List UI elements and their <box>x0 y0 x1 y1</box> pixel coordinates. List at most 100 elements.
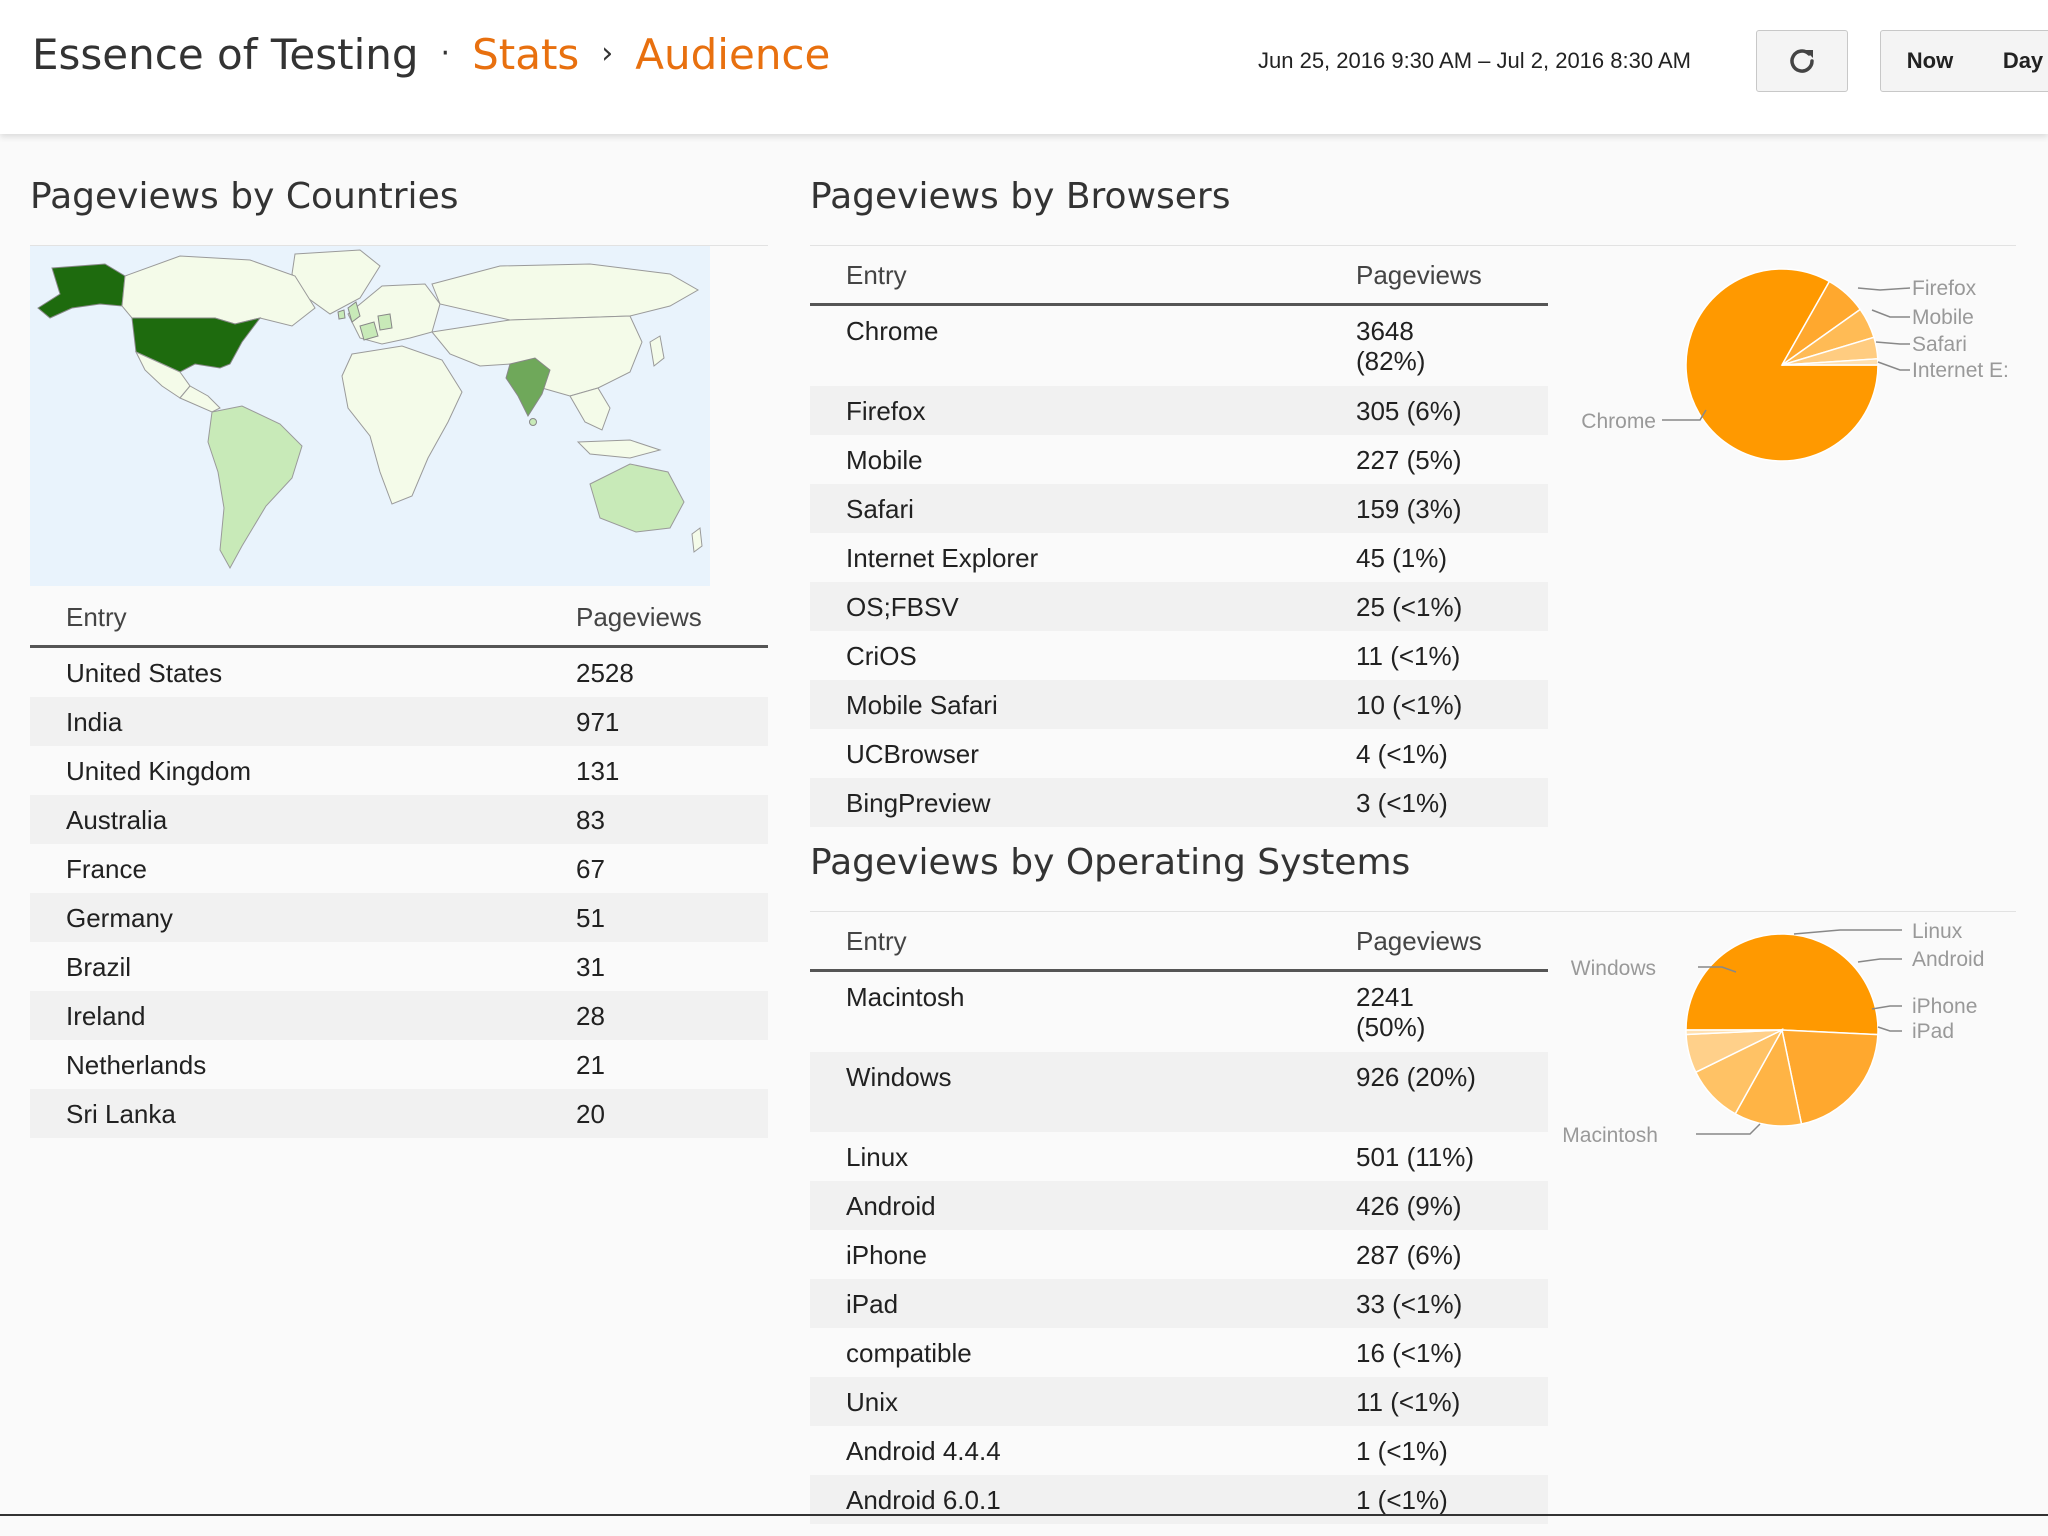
browsers-entry: CriOS <box>846 641 917 671</box>
os-pageviews: 33 (<1%) <box>1356 1289 1463 1319</box>
countries-col-pageviews[interactable]: Pageviews <box>576 589 768 648</box>
table-row: Netherlands 21 <box>30 1040 768 1089</box>
table-row: India 971 <box>30 697 768 746</box>
table-row: compatible 16 (<1%) <box>810 1328 1548 1377</box>
table-row: Internet Explorer 45 (1%) <box>810 533 1548 582</box>
breadcrumb-stats[interactable]: Stats <box>472 30 580 79</box>
pie-label: Macintosh <box>1562 1124 1658 1147</box>
table-row: Brazil 31 <box>30 942 768 991</box>
os-pageviews: 11 (<1%) <box>1356 1387 1461 1417</box>
table-row: iPhone 287 (6%) <box>810 1230 1548 1279</box>
os-title: Pageviews by Operating Systems <box>810 842 1411 883</box>
countries-entry: Ireland <box>66 1001 146 1031</box>
countries-entry: Australia <box>66 805 168 835</box>
countries-pageviews: 971 <box>576 707 620 737</box>
countries-pageviews: 28 <box>576 1001 605 1031</box>
pie-slice-internet-e-[interactable] <box>1781 358 1879 366</box>
pie-leader-line <box>1857 287 1911 291</box>
browsers-pageviews: 25 (<1%) <box>1356 592 1463 622</box>
refresh-button[interactable] <box>1756 30 1848 92</box>
browsers-entry: Chrome <box>846 316 939 346</box>
map-france <box>359 321 379 341</box>
os-pageviews: 501 (11%) <box>1356 1142 1475 1172</box>
pie-leader-line <box>1877 361 1910 371</box>
map-indonesia <box>576 439 662 459</box>
table-row: Chrome 3648 (82%) <box>810 304 1548 386</box>
os-pageviews: 926 (20%) <box>1356 1062 1476 1092</box>
pie-label: Firefox <box>1912 277 1977 300</box>
browsers-pie-chart[interactable]: Firefox Mobile Safari Internet E: Chrome <box>1560 250 2048 490</box>
browsers-pageviews: 4 (<1%) <box>1356 739 1448 769</box>
os-pageviews: 426 (9%) <box>1356 1191 1462 1221</box>
countries-pageviews: 21 <box>576 1050 605 1080</box>
browsers-col-entry[interactable]: Entry <box>810 247 1356 306</box>
os-entry: Macintosh <box>846 982 965 1012</box>
pie-slice-macintosh[interactable] <box>1685 933 1879 1036</box>
os-pageviews: 287 (6%) <box>1356 1240 1462 1270</box>
browsers-title: Pageviews by Browsers <box>810 176 1231 217</box>
map-southeast-asia <box>569 387 611 431</box>
os-pageviews: 1 (<1%) <box>1356 1485 1448 1515</box>
now-button[interactable]: Now <box>1880 30 1980 92</box>
pie-leader-line <box>1793 929 1902 935</box>
countries-table: Entry Pageviews United States 2528 India 97… <box>30 589 768 1138</box>
date-range: Jun 25, 2016 9:30 AM – Jul 2, 2016 8:30 … <box>1258 48 1691 73</box>
pie-slice-windows[interactable] <box>1781 1029 1879 1125</box>
countries-entry: India <box>66 707 123 737</box>
countries-col-entry[interactable]: Entry <box>30 589 576 648</box>
os-entry: compatible <box>846 1338 972 1368</box>
map-india <box>505 357 551 418</box>
world-map[interactable] <box>30 246 710 586</box>
os-entry: Windows <box>846 1062 952 1092</box>
pie-slice-linux[interactable] <box>1734 1027 1803 1127</box>
browsers-entry: Mobile Safari <box>846 690 998 720</box>
browsers-pageviews: 159 (3%) <box>1356 494 1462 524</box>
pie-slice-ipad[interactable] <box>1685 1029 1783 1036</box>
table-row: Sri Lanka 20 <box>30 1089 768 1138</box>
countries-pageviews: 2528 <box>576 658 634 688</box>
pie-leader-line <box>1875 341 1910 345</box>
os-entry: Android <box>846 1191 936 1221</box>
table-row: Windows 926 (20%) <box>810 1052 1548 1132</box>
os-pageviews: 1 (<1%) <box>1356 1436 1448 1466</box>
table-row: United States 2528 <box>30 646 768 697</box>
table-row: Mobile Safari 10 (<1%) <box>810 680 1548 729</box>
pie-label: Android <box>1912 948 1984 971</box>
pie-label: Internet E: <box>1912 359 2009 382</box>
day-button[interactable]: Day <box>1978 30 2048 92</box>
map-uk <box>347 301 361 323</box>
pie-label: iPhone <box>1912 995 1977 1018</box>
os-col-pageviews[interactable]: Pageviews <box>1356 913 1548 972</box>
table-row: CriOS 11 (<1%) <box>810 631 1548 680</box>
countries-entry: France <box>66 854 147 884</box>
map-canada <box>121 255 316 327</box>
os-col-entry[interactable]: Entry <box>810 913 1356 972</box>
top-bar: Essence of Testing · Stats › Audience Jun 25… <box>0 0 2048 134</box>
os-entry: iPad <box>846 1289 899 1319</box>
countries-pageviews: 83 <box>576 805 605 835</box>
os-table: Entry Pageviews Macintosh 2241 (50%) Windo… <box>810 913 1548 1524</box>
bottom-border <box>0 1514 2048 1516</box>
pie-label: Windows <box>1571 957 1656 980</box>
os-entry: Android 6.0.1 <box>846 1485 1001 1515</box>
os-entry: Android 4.4.4 <box>846 1436 1001 1466</box>
table-row: Android 6.0.1 1 (<1%) <box>810 1475 1548 1524</box>
table-row: OS;FBSV 25 (<1%) <box>810 582 1548 631</box>
pie-label: Safari <box>1912 333 1967 356</box>
countries-title: Pageviews by Countries <box>30 176 459 217</box>
browsers-divider <box>810 245 2016 246</box>
browsers-table: Entry Pageviews Chrome 3648 (82%) Firefox 3… <box>810 247 1548 827</box>
browsers-pageviews: 3 (<1%) <box>1356 788 1448 818</box>
pie-label: Mobile <box>1912 306 1974 329</box>
table-row: Australia 83 <box>30 795 768 844</box>
browsers-entry: Firefox <box>846 396 926 426</box>
world-map-graphic <box>30 246 710 586</box>
pie-leader-line <box>1871 1005 1902 1010</box>
breadcrumb-audience[interactable]: Audience <box>635 30 831 79</box>
map-sri-lanka <box>529 418 537 426</box>
map-africa <box>341 345 463 505</box>
site-name[interactable]: Essence of Testing <box>32 30 419 79</box>
browsers-col-pageviews[interactable]: Pageviews <box>1356 247 1548 306</box>
os-entry: Unix <box>846 1387 899 1417</box>
